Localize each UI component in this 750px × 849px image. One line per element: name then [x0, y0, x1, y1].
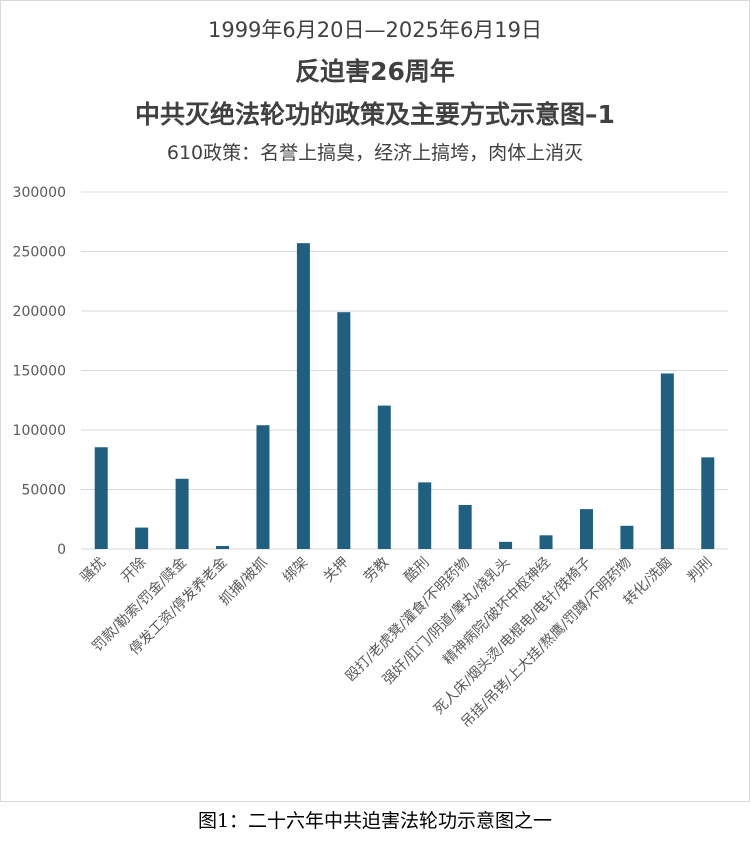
- bar: [418, 482, 432, 549]
- main-title-line1: 反迫害26周年: [295, 57, 455, 86]
- x-tick-label: 判刑: [684, 555, 715, 586]
- y-tick-label: 250000: [13, 245, 66, 261]
- bar: [377, 405, 391, 549]
- y-tick-label: 200000: [13, 304, 66, 320]
- y-tick-label: 300000: [13, 185, 66, 201]
- x-tick-label: 酷刑: [401, 555, 432, 586]
- bar: [499, 541, 513, 549]
- bar-chart: 0 50000 100000 150000 200000 250000 300000 骚扰 开除…: [13, 185, 728, 731]
- bar: [458, 504, 472, 549]
- bar: [660, 373, 674, 549]
- x-tick-label: 开除: [118, 555, 149, 586]
- main-title-line2: 中共灭绝法轮功的政策及主要方式示意图–1: [135, 100, 615, 129]
- y-tick-label: 0: [57, 542, 66, 558]
- y-tick-label: 100000: [13, 423, 66, 439]
- x-tick-label: 劳教: [361, 555, 392, 586]
- y-tick-label: 50000: [21, 483, 66, 499]
- bar: [337, 312, 351, 549]
- chart-subtitle: 610政策：名誉上搞臭，经济上搞垮，肉体上消灭: [166, 142, 584, 164]
- chart-frame: [0, 0, 750, 802]
- x-tick-label: 绑架: [280, 555, 311, 586]
- y-tick-label: 150000: [13, 364, 66, 380]
- x-tick-label: 关押: [321, 555, 352, 586]
- bar: [216, 546, 230, 549]
- figure-caption: 图1：二十六年中共迫害法轮功示意图之一: [197, 810, 553, 832]
- bar: [256, 425, 270, 549]
- bar: [701, 457, 715, 549]
- date-range-title: 1999年6月20日—2025年6月19日: [207, 18, 543, 42]
- bar: [94, 447, 108, 549]
- bar: [539, 535, 553, 549]
- x-tick-label: 骚扰: [78, 555, 109, 586]
- bar: [135, 527, 149, 549]
- bar: [579, 509, 593, 549]
- bar: [620, 525, 634, 549]
- bar: [296, 243, 310, 550]
- bar: [175, 478, 189, 549]
